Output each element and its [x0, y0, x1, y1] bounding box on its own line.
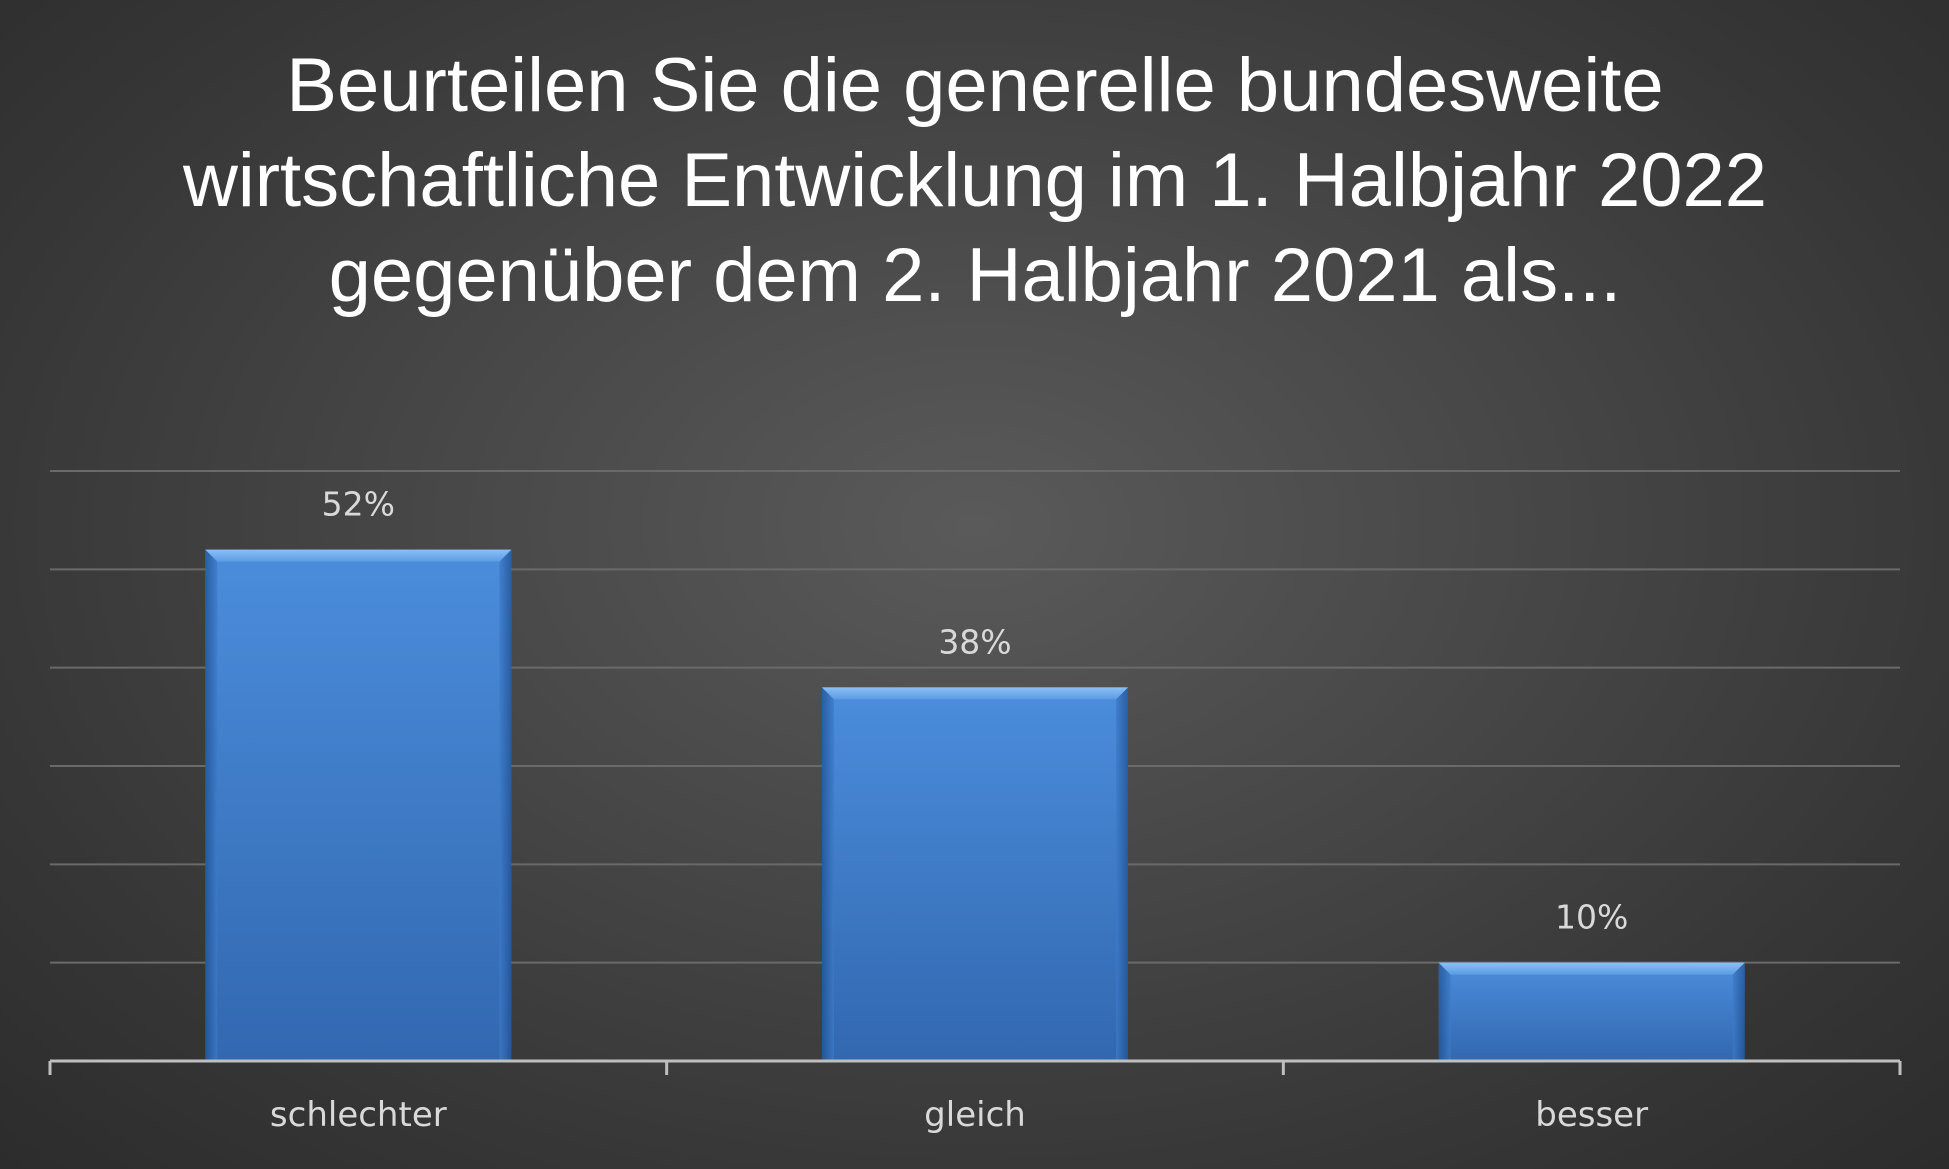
bar-bevel-left [822, 687, 834, 1061]
bar-bevel-top [205, 549, 512, 562]
bar-face [822, 687, 1128, 1061]
category-label: gleich [924, 1095, 1026, 1135]
bar-bevel-top [1438, 962, 1745, 975]
data-label: 10% [1555, 898, 1628, 937]
data-label: 52% [322, 485, 395, 524]
bar-face [1438, 962, 1745, 1061]
bar-gleich [822, 687, 1128, 1061]
chart-title: Beurteilen Sie die generelle bundesweite… [182, 43, 1768, 318]
bar-bevel-right [1732, 962, 1745, 1061]
bar-face [205, 549, 512, 1061]
category-label: besser [1535, 1095, 1648, 1135]
category-labels: schlechter gleich besser [270, 1095, 1648, 1135]
bar-besser [1438, 962, 1745, 1061]
data-labels: 52% 38% 10% [322, 485, 1629, 937]
bar-bevel-right [1116, 687, 1128, 1061]
bar-bevel-left [1438, 962, 1451, 1061]
category-label: schlechter [270, 1095, 447, 1135]
bar-schlechter [205, 549, 512, 1061]
bar-bevel-right [499, 549, 512, 1061]
x-axis [48, 1059, 1902, 1075]
bar-bevel-top [822, 687, 1128, 700]
bars [205, 549, 1745, 1061]
bar-bevel-left [205, 549, 218, 1061]
data-label: 38% [938, 622, 1011, 661]
